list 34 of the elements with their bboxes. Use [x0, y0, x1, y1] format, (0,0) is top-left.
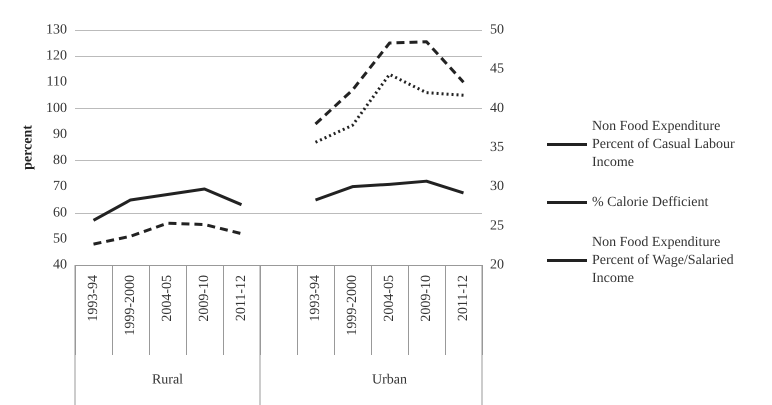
x-tick-label: 2004-05 — [160, 275, 175, 322]
text: Urban — [372, 372, 407, 388]
legend-label: Non Food Expenditure Percent of Wage/Salaried Income — [592, 235, 738, 286]
y2-tick-label: 45 — [490, 62, 504, 77]
y-axis-title: percent — [20, 124, 36, 170]
y2-tick-label: 20 — [490, 258, 504, 272]
x-tick-label: 1993-94 — [308, 275, 323, 322]
y2-tick-label: 40 — [490, 100, 504, 116]
text: Rural — [152, 372, 184, 388]
y-tick-label: 70 — [53, 179, 67, 194]
x-tick-label: 2009-10 — [197, 275, 212, 322]
y-tick-label: 120 — [46, 48, 67, 64]
x-tick-label: 1993-94 — [86, 275, 101, 322]
legend-label: % Calorie Defficient — [592, 195, 708, 210]
x-tick-label: 1999-2000 — [123, 275, 138, 336]
y2-tick-label: 50 — [490, 22, 504, 38]
y2-tick-label: 25 — [490, 218, 504, 234]
x-tick-label: 2004-05 — [382, 275, 397, 322]
y-tick-label: 110 — [46, 74, 67, 90]
y-tick-label: 60 — [53, 205, 67, 220]
y-tick-label: 90 — [53, 126, 67, 142]
x-tick-label: 2011-12 — [456, 275, 471, 322]
y-tick-label: 50 — [53, 231, 67, 246]
y-tick-label: 100 — [46, 100, 67, 116]
y-tick-label: 130 — [46, 22, 67, 38]
x-tick-label: 2009-10 — [419, 275, 434, 322]
x-tick-label: 2011-12 — [234, 275, 249, 322]
line-series — [314, 72, 465, 144]
y-tick-label: 40 — [53, 258, 67, 272]
y2-tick-label: 35 — [490, 140, 504, 155]
y2-tick-label: 30 — [490, 179, 504, 194]
x-tick-label: 1999-2000 — [345, 275, 360, 336]
y-tick-label: 80 — [53, 153, 67, 168]
legend-label: Non Food Expenditure Percent of Casual Labour Income — [592, 119, 738, 170]
